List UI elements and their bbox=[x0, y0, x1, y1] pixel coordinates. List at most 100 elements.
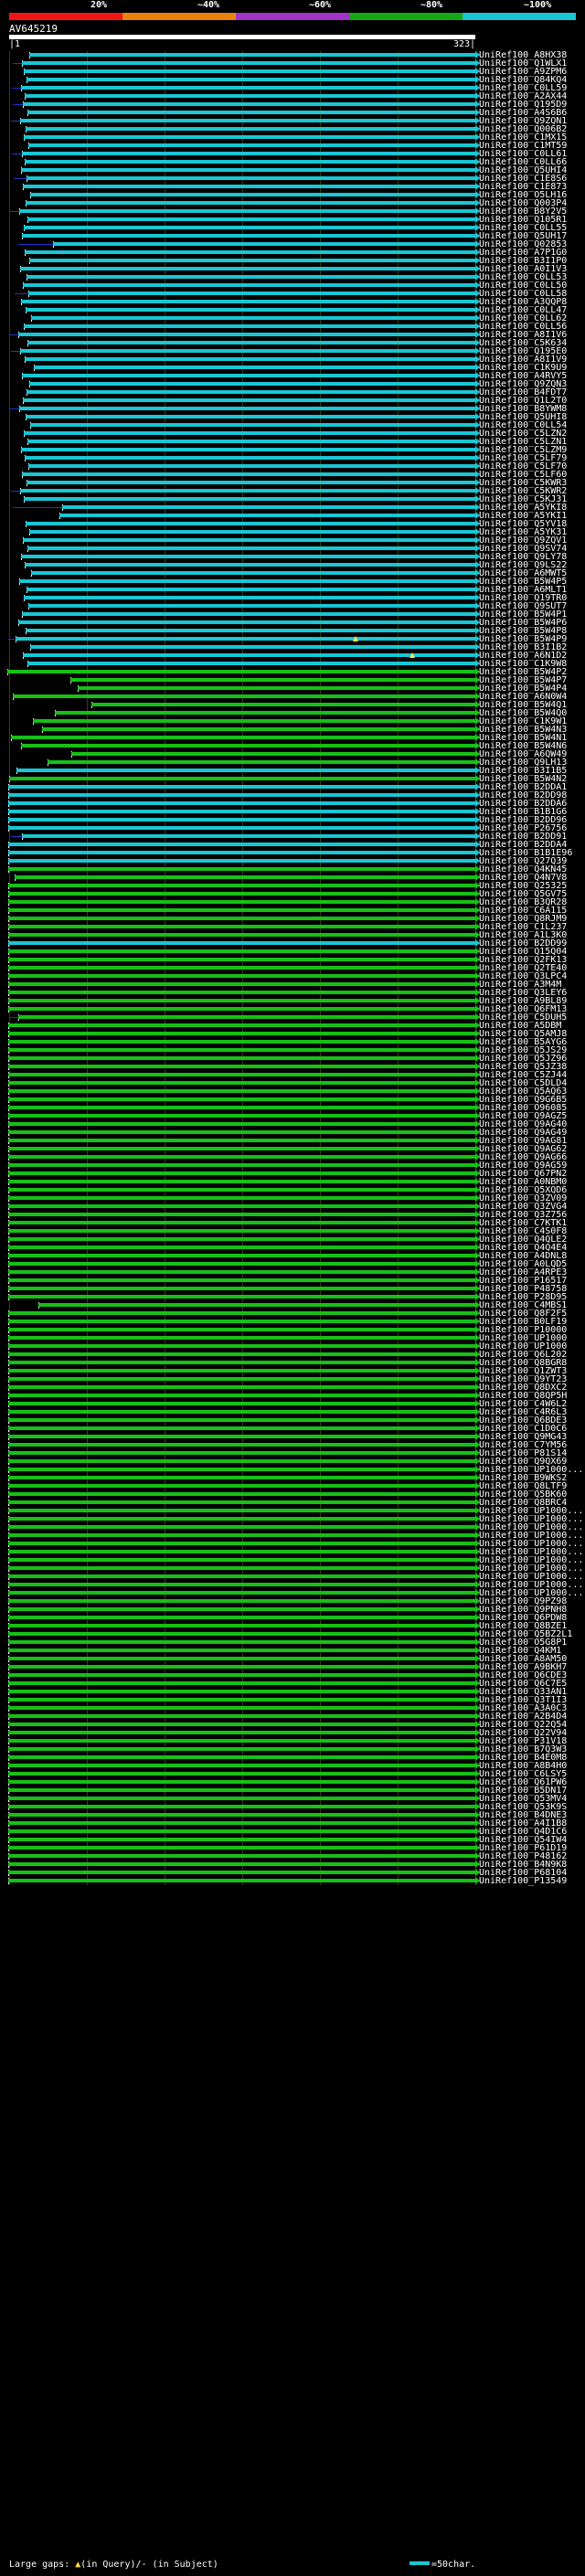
hit-row[interactable]: UniRef100_C5LF70 bbox=[0, 461, 585, 472]
hit-alignment-bar[interactable] bbox=[21, 86, 475, 90]
hit-accession-label[interactable]: UniRef100_C5KWR3 bbox=[479, 478, 568, 488]
hit-alignment-bar[interactable] bbox=[24, 596, 475, 599]
hit-alignment-bar[interactable] bbox=[8, 843, 475, 846]
hit-accession-label[interactable]: UniRef100_O5G8P1 bbox=[479, 1638, 568, 1648]
hit-alignment-bar[interactable] bbox=[28, 292, 475, 295]
hit-row[interactable]: UniRef100_C0LL55 bbox=[0, 223, 585, 233]
hit-row[interactable]: UniRef100_C0LL61 bbox=[0, 149, 585, 159]
hit-accession-label[interactable]: UniRef100_Q5UHI8 bbox=[479, 412, 568, 422]
hit-accession-label[interactable]: UniRef100_B5W4N1 bbox=[479, 733, 568, 743]
hit-alignment-bar[interactable] bbox=[8, 1435, 475, 1438]
hit-row[interactable]: UniRef100_A4S6B6 bbox=[0, 108, 585, 118]
hit-row[interactable]: UniRef100_B3I1B2 bbox=[0, 642, 585, 652]
hit-alignment-bar[interactable] bbox=[62, 505, 475, 509]
hit-alignment-bar[interactable] bbox=[16, 769, 475, 772]
hit-alignment-bar[interactable] bbox=[8, 1805, 475, 1808]
hit-row[interactable]: UniRef100_Q5YV18 bbox=[0, 519, 585, 529]
hit-row[interactable]: UniRef100_Q33AN1 bbox=[0, 1687, 585, 1697]
hit-accession-label[interactable]: UniRef100_P13549 bbox=[479, 1876, 568, 1886]
hit-accession-label[interactable]: UniRef100_Q9SV74 bbox=[479, 544, 568, 554]
hit-alignment-bar[interactable] bbox=[8, 1023, 475, 1027]
hit-alignment-bar[interactable] bbox=[21, 448, 475, 451]
hit-alignment-bar[interactable] bbox=[22, 472, 475, 476]
hit-accession-label[interactable]: UniRef100_C1MT59 bbox=[479, 141, 568, 151]
hit-row[interactable]: UniRef100_A3M4M bbox=[0, 980, 585, 990]
hit-accession-label[interactable]: UniRef100_Q9MG43 bbox=[479, 1432, 568, 1442]
hit-row[interactable]: UniRef100_Q6L202 bbox=[0, 1350, 585, 1360]
hit-accession-label[interactable]: UniRef100_C0LL50 bbox=[479, 281, 568, 291]
hit-alignment-bar[interactable] bbox=[21, 744, 475, 747]
hit-row[interactable]: UniRef100_A7P1G0 bbox=[0, 248, 585, 258]
hit-row[interactable]: UniRef100_B5W4P7 bbox=[0, 675, 585, 685]
hit-row[interactable]: UniRef100_C4MBS1 bbox=[0, 1300, 585, 1310]
hit-accession-label[interactable]: UniRef100_Q9AG59 bbox=[479, 1161, 568, 1171]
hit-alignment-bar[interactable] bbox=[8, 1122, 475, 1126]
hit-row[interactable]: UniRef100_Q9AG81 bbox=[0, 1136, 585, 1146]
hit-accession-label[interactable]: UniRef100_B3I1B5 bbox=[479, 766, 568, 776]
hit-alignment-bar[interactable] bbox=[26, 201, 475, 205]
hit-accession-label[interactable]: UniRef100_A6N0W4 bbox=[479, 692, 568, 702]
hit-row[interactable]: UniRef100_Q6BDE3 bbox=[0, 1415, 585, 1426]
hit-row[interactable]: UniRef100_A9ZPM6 bbox=[0, 67, 585, 77]
hit-accession-label[interactable]: UniRef100_A1L3K0 bbox=[479, 930, 568, 940]
hit-accession-label[interactable]: UniRef100_A9ZPM6 bbox=[479, 67, 568, 77]
hit-row[interactable]: UniRef100_Q9QX69 bbox=[0, 1457, 585, 1467]
hit-row[interactable]: UniRef100_A2B4D4 bbox=[0, 1712, 585, 1722]
hit-accession-label[interactable]: UniRef100_Q4D1C6 bbox=[479, 1827, 568, 1837]
hit-alignment-bar[interactable] bbox=[8, 908, 475, 912]
hit-alignment-bar[interactable] bbox=[8, 1517, 475, 1521]
hit-row[interactable]: UniRef100_A8I1V6 bbox=[0, 330, 585, 340]
hit-alignment-bar[interactable] bbox=[18, 620, 475, 624]
hit-accession-label[interactable]: UniRef100_C6A115 bbox=[479, 906, 568, 916]
hit-row[interactable]: UniRef100_P10000 bbox=[0, 1325, 585, 1335]
hit-row[interactable]: UniRef100_Q6PDW8 bbox=[0, 1613, 585, 1623]
hit-accession-label[interactable]: UniRef100_A4DNL8 bbox=[479, 1251, 568, 1261]
hit-alignment-bar[interactable] bbox=[8, 1295, 475, 1299]
hit-accession-label[interactable]: UniRef100_C0LL56 bbox=[479, 322, 568, 332]
hit-accession-label[interactable]: UniRef100_B5W4P7 bbox=[479, 675, 568, 685]
hit-alignment-bar[interactable] bbox=[34, 366, 475, 369]
hit-accession-label[interactable]: UniRef100_Q4Q4E4 bbox=[479, 1243, 568, 1253]
hit-row[interactable]: UniRef100_B5W4P6 bbox=[0, 618, 585, 628]
hit-alignment-bar[interactable] bbox=[27, 390, 475, 394]
hit-accession-label[interactable]: UniRef100_B4N9K8 bbox=[479, 1860, 568, 1870]
hit-row[interactable]: UniRef100_P26756 bbox=[0, 823, 585, 833]
hit-row[interactable]: UniRef100_B4N9K8 bbox=[0, 1860, 585, 1870]
hit-accession-label[interactable]: UniRef100_Q6L202 bbox=[479, 1350, 568, 1360]
hit-alignment-bar[interactable] bbox=[31, 571, 475, 575]
hit-alignment-bar[interactable] bbox=[8, 1862, 475, 1866]
hit-alignment-bar[interactable] bbox=[24, 431, 475, 435]
hit-alignment-bar[interactable] bbox=[8, 1533, 475, 1537]
hit-alignment-bar[interactable] bbox=[8, 1459, 475, 1463]
hit-accession-label[interactable]: UniRef100_UP1000... bbox=[479, 1547, 584, 1557]
hit-accession-label[interactable]: UniRef100_A2B4D4 bbox=[479, 1712, 568, 1722]
hit-alignment-bar[interactable] bbox=[8, 1492, 475, 1496]
hit-accession-label[interactable]: UniRef100_C0LL53 bbox=[479, 272, 568, 282]
hit-alignment-bar[interactable] bbox=[8, 925, 475, 928]
hit-accession-label[interactable]: UniRef100_UP1000... bbox=[479, 1580, 584, 1590]
hit-accession-label[interactable]: UniRef100_B2DD99 bbox=[479, 938, 568, 949]
hit-row[interactable]: UniRef100_Q9SV74 bbox=[0, 544, 585, 554]
hit-accession-label[interactable]: UniRef100_Q25325 bbox=[479, 881, 568, 891]
hit-alignment-bar[interactable] bbox=[23, 398, 475, 402]
hit-accession-label[interactable]: UniRef100_C0LL66 bbox=[479, 157, 568, 167]
hit-row[interactable]: UniRef100_Q9AG40 bbox=[0, 1119, 585, 1129]
hit-row[interactable]: UniRef100_Q9ZQN3 bbox=[0, 379, 585, 389]
hit-row[interactable]: UniRef100_C5LF79 bbox=[0, 453, 585, 463]
hit-row[interactable]: UniRef100_B0LF19 bbox=[0, 1317, 585, 1327]
hit-row[interactable]: UniRef100_O96085 bbox=[0, 1103, 585, 1113]
hit-accession-label[interactable]: UniRef100_A8B4H0 bbox=[479, 1761, 568, 1771]
hit-accession-label[interactable]: UniRef100_C7YM56 bbox=[479, 1440, 568, 1450]
hit-alignment-bar[interactable] bbox=[8, 1352, 475, 1356]
hit-alignment-bar[interactable] bbox=[11, 736, 475, 739]
hit-row[interactable]: UniRef100_B5W4P8 bbox=[0, 626, 585, 636]
hit-row[interactable]: UniRef100_B2DD91 bbox=[0, 832, 585, 842]
hit-accession-label[interactable]: UniRef100_Q8DXC2 bbox=[479, 1383, 568, 1393]
hit-alignment-bar[interactable] bbox=[8, 1673, 475, 1677]
hit-alignment-bar[interactable] bbox=[8, 1311, 475, 1315]
hit-alignment-bar[interactable] bbox=[27, 78, 475, 81]
hit-accession-label[interactable]: UniRef100_Q5BK60 bbox=[479, 1489, 568, 1500]
hit-row[interactable]: UniRef100_Q9PZ98 bbox=[0, 1596, 585, 1606]
hit-row[interactable]: UniRef100_B4FDT7 bbox=[0, 387, 585, 398]
hit-row[interactable]: UniRef100_B8Y2V5 bbox=[0, 207, 585, 217]
